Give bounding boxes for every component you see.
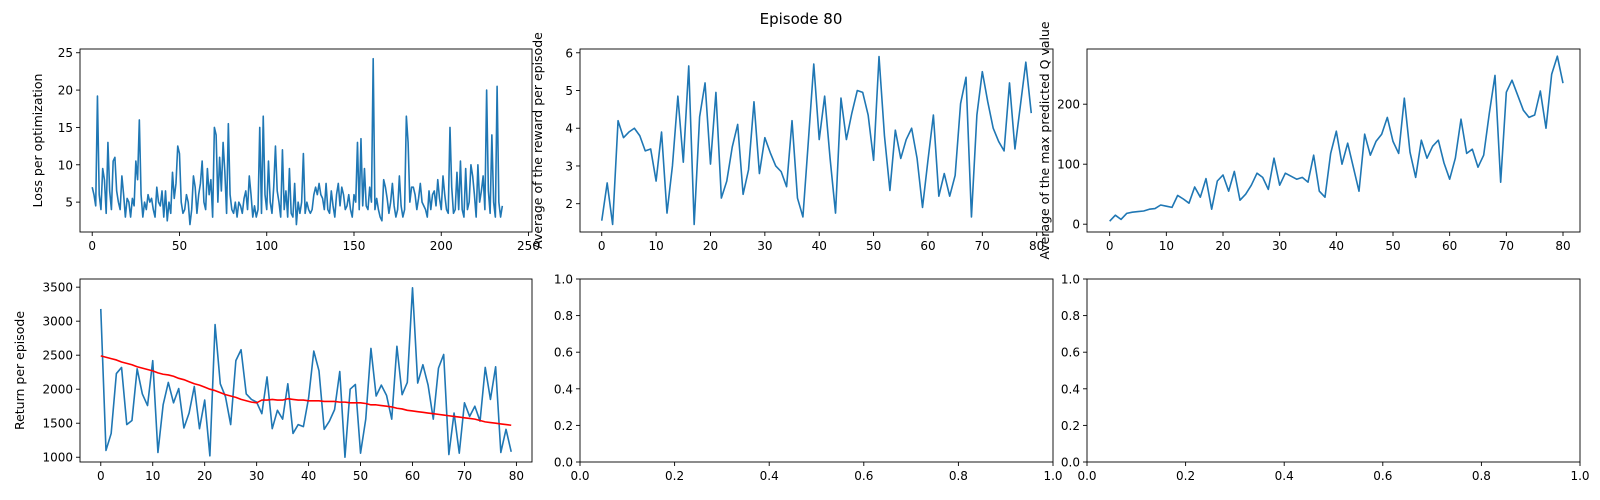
y-tick-label: 1000	[42, 451, 73, 465]
x-tick-label: 30	[757, 239, 772, 253]
x-tick-label: 0.8	[1472, 469, 1491, 483]
subplot-2: 0 10 20 30 40 50 60 70 80 2 3 4 5 6 Average of the rew…	[530, 32, 1054, 253]
x-tick-label: 0	[1106, 239, 1114, 253]
x-tick-label: 30	[1272, 239, 1287, 253]
x-tick-label: 0.6	[1373, 469, 1392, 483]
axes-frame	[579, 278, 1054, 463]
y-tick-label: 1.0	[1061, 273, 1080, 287]
y-tick-label: 0.0	[554, 456, 573, 470]
x-tick-label: 1.0	[1043, 469, 1062, 483]
series-line	[1109, 55, 1564, 222]
x-tick-label: 100	[255, 239, 278, 253]
x-tick-label: 0.8	[949, 469, 968, 483]
x-tick-label: 150	[343, 239, 366, 253]
y-tick-label: 2	[565, 197, 573, 211]
x-tick-label: 50	[172, 239, 187, 253]
x-tick-label: 10	[145, 469, 160, 483]
y-tick-label: 0.2	[1061, 419, 1080, 433]
x-tick-label: 0.0	[570, 469, 589, 483]
x-tick-label: 80	[509, 469, 524, 483]
y-tick-label: 15	[58, 121, 73, 135]
x-tick-label: 200	[430, 239, 453, 253]
x-tick-label: 70	[457, 469, 472, 483]
x-tick-label: 0.2	[665, 469, 684, 483]
x-tick-label: 0.6	[854, 469, 873, 483]
y-tick-label: 0.4	[554, 382, 573, 396]
y-axis-label: Return per episode	[12, 311, 27, 430]
subplot-3: 0 10 20 30 40 50 60 70 80 0 100 200 Average of the m…	[1037, 21, 1581, 260]
y-tick-label: 1500	[42, 417, 73, 431]
y-tick-label: 5	[65, 196, 73, 210]
x-tick-label: 0.2	[1176, 469, 1195, 483]
x-tick-label: 80	[1029, 239, 1044, 253]
y-tick-label: 0.6	[554, 346, 573, 360]
x-tick-label: 10	[1159, 239, 1174, 253]
axes-frame	[579, 48, 1054, 233]
x-tick-label: 60	[1442, 239, 1457, 253]
series-line	[99, 287, 512, 459]
figure-title: Episode 80	[760, 10, 843, 28]
x-tick-label: 20	[1215, 239, 1230, 253]
x-tick-label: 40	[1329, 239, 1344, 253]
y-tick-label: 0.8	[1061, 309, 1080, 323]
x-tick-label: 20	[703, 239, 718, 253]
x-tick-label: 50	[353, 469, 368, 483]
axes-frame	[79, 48, 533, 233]
y-tick-label: 0.4	[1061, 382, 1080, 396]
series-line	[600, 55, 1033, 226]
y-tick-label: 0.6	[1061, 346, 1080, 360]
axes-frame	[1086, 278, 1581, 463]
subplot-4: 0 10 20 30 40 50 60 70 80 1000 1500 2000 2500 3000 350…	[12, 278, 533, 483]
x-tick-label: 0.4	[1275, 469, 1294, 483]
y-tick-label: 3	[565, 159, 573, 173]
x-tick-label: 40	[301, 469, 316, 483]
y-tick-label: 5	[565, 84, 573, 98]
x-tick-label: 60	[920, 239, 935, 253]
x-tick-label: 10	[648, 239, 663, 253]
y-axis-label: Average of the reward per episode	[530, 32, 545, 249]
y-tick-label: 0.2	[554, 419, 573, 433]
x-tick-label: 0	[598, 239, 606, 253]
x-tick-label: 80	[1555, 239, 1570, 253]
y-tick-label: 0.8	[554, 309, 573, 323]
y-tick-label: 100	[1057, 158, 1080, 172]
subplot-1: 0 50 100 150 200 250 5 10 15 20 25 Loss per optimiz…	[30, 46, 540, 253]
x-tick-label: 50	[866, 239, 881, 253]
y-tick-label: 1.0	[554, 273, 573, 287]
subplot-6: 0.0 0.2 0.4 0.6 0.8 1.0 0.0 0.2 0.4 0.6 0.8 1.0	[1061, 273, 1590, 484]
x-tick-label: 0	[97, 469, 105, 483]
x-tick-label: 70	[1499, 239, 1514, 253]
series-line	[91, 57, 504, 226]
y-tick-label: 2000	[42, 383, 73, 397]
x-tick-label: 0.0	[1077, 469, 1096, 483]
y-tick-label: 0	[1072, 218, 1080, 232]
axes-frame	[79, 278, 533, 463]
x-tick-label: 60	[405, 469, 420, 483]
y-tick-label: 3500	[42, 281, 73, 295]
y-tick-label: 4	[565, 122, 573, 136]
y-tick-label: 6	[565, 46, 573, 60]
y-tick-label: 10	[58, 158, 73, 172]
x-tick-label: 50	[1385, 239, 1400, 253]
y-tick-label: 200	[1057, 98, 1080, 112]
x-tick-label: 250	[517, 239, 540, 253]
y-axis-label: Loss per optimization	[30, 74, 45, 208]
y-axis-label: Average of the max predicted Q value	[1037, 21, 1052, 260]
axes-frame	[1086, 48, 1581, 233]
x-tick-label: 0	[88, 239, 96, 253]
x-tick-label: 1.0	[1570, 469, 1589, 483]
x-tick-label: 40	[812, 239, 827, 253]
trend-line	[100, 355, 512, 427]
y-tick-label: 0.0	[1061, 456, 1080, 470]
y-tick-label: 3000	[42, 315, 73, 329]
y-tick-label: 2500	[42, 349, 73, 363]
y-tick-label: 20	[58, 84, 73, 98]
subplot-5: 0.0 0.2 0.4 0.6 0.8 1.0 0.0 0.2 0.4 0.6 0.8 1.0	[554, 273, 1063, 484]
x-tick-label: 70	[975, 239, 990, 253]
x-tick-label: 20	[197, 469, 212, 483]
x-tick-label: 30	[249, 469, 264, 483]
y-tick-label: 25	[58, 46, 73, 60]
x-tick-label: 0.4	[760, 469, 779, 483]
